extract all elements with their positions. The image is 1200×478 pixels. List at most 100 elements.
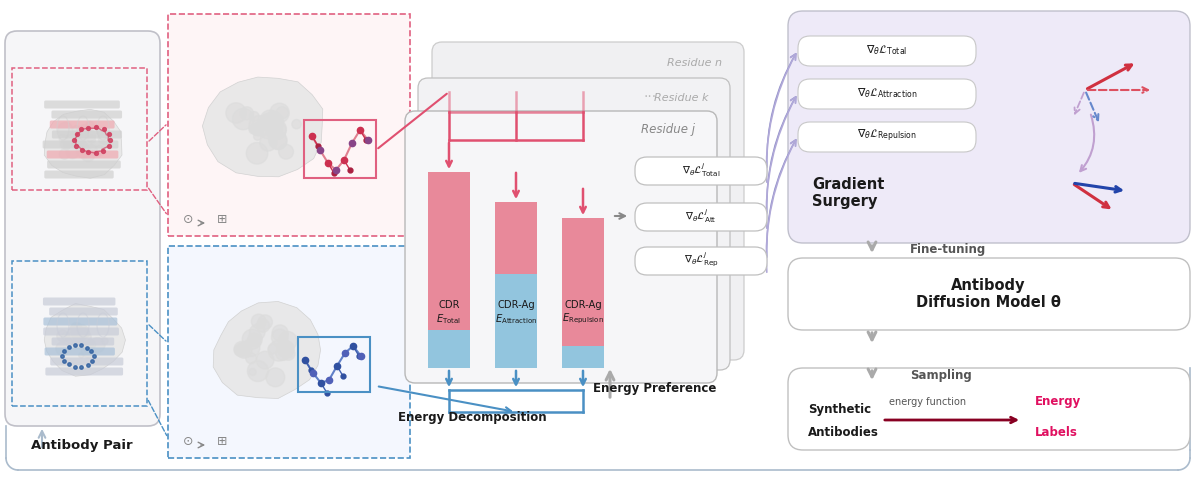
Circle shape <box>76 333 85 343</box>
Circle shape <box>247 360 269 381</box>
Bar <box>496 274 538 368</box>
Circle shape <box>85 121 94 130</box>
Circle shape <box>269 129 278 139</box>
Circle shape <box>79 141 89 151</box>
FancyBboxPatch shape <box>46 368 124 376</box>
Circle shape <box>66 134 77 145</box>
FancyBboxPatch shape <box>798 36 976 66</box>
Circle shape <box>71 139 77 144</box>
Bar <box>496 202 538 274</box>
Circle shape <box>240 107 253 120</box>
Circle shape <box>269 130 287 149</box>
Circle shape <box>257 119 268 130</box>
Text: Residue j: Residue j <box>641 123 695 137</box>
Circle shape <box>80 328 90 337</box>
Text: energy function: energy function <box>889 397 966 407</box>
Circle shape <box>246 142 268 164</box>
Text: $\nabla_{\theta}\mathcal{L}_{\mathrm{Total}}$: $\nabla_{\theta}\mathcal{L}_{\mathrm{Tot… <box>866 43 907 57</box>
Circle shape <box>94 146 104 156</box>
FancyBboxPatch shape <box>52 110 122 119</box>
Circle shape <box>67 326 82 341</box>
Text: ⊞: ⊞ <box>217 213 227 226</box>
Bar <box>428 330 470 368</box>
Circle shape <box>61 333 70 340</box>
Text: Gradient
Surgery: Gradient Surgery <box>812 177 884 209</box>
Circle shape <box>96 129 102 134</box>
FancyBboxPatch shape <box>43 327 119 336</box>
Circle shape <box>248 116 269 136</box>
Circle shape <box>78 136 86 144</box>
Circle shape <box>272 325 288 341</box>
Circle shape <box>84 343 94 353</box>
FancyBboxPatch shape <box>406 111 718 383</box>
Circle shape <box>85 339 96 350</box>
Text: Energy Decomposition: Energy Decomposition <box>397 412 546 424</box>
FancyBboxPatch shape <box>44 348 115 356</box>
Circle shape <box>258 315 272 329</box>
Circle shape <box>56 342 68 355</box>
Circle shape <box>60 139 71 150</box>
FancyBboxPatch shape <box>52 130 122 139</box>
FancyBboxPatch shape <box>798 79 976 109</box>
Bar <box>428 172 470 330</box>
Text: Energy: Energy <box>1034 395 1081 409</box>
FancyBboxPatch shape <box>43 317 118 326</box>
Circle shape <box>88 135 96 143</box>
FancyBboxPatch shape <box>788 258 1190 330</box>
Circle shape <box>266 368 284 387</box>
Circle shape <box>276 346 290 360</box>
FancyBboxPatch shape <box>798 122 976 152</box>
Circle shape <box>58 122 73 137</box>
FancyBboxPatch shape <box>788 368 1190 450</box>
FancyBboxPatch shape <box>788 11 1190 243</box>
Circle shape <box>76 323 82 329</box>
Circle shape <box>76 133 84 142</box>
Polygon shape <box>44 109 122 178</box>
Circle shape <box>270 103 289 123</box>
Circle shape <box>59 134 66 142</box>
Circle shape <box>90 337 106 352</box>
Text: Sampling: Sampling <box>910 369 972 382</box>
Circle shape <box>64 141 71 148</box>
Circle shape <box>246 353 257 364</box>
Text: ⊞: ⊞ <box>217 435 227 448</box>
Circle shape <box>263 112 283 132</box>
Circle shape <box>277 341 292 355</box>
FancyBboxPatch shape <box>5 31 160 426</box>
Circle shape <box>257 319 270 332</box>
Text: Labels: Labels <box>1034 425 1078 438</box>
Circle shape <box>76 325 89 337</box>
Circle shape <box>236 342 252 358</box>
Text: Residue n: Residue n <box>667 58 722 68</box>
FancyBboxPatch shape <box>418 78 730 370</box>
Circle shape <box>77 144 90 158</box>
Circle shape <box>282 347 295 360</box>
Circle shape <box>66 145 79 159</box>
Text: $\nabla_{\theta}\mathcal{L}^j_{\mathrm{Rep}}$: $\nabla_{\theta}\mathcal{L}^j_{\mathrm{R… <box>684 251 719 269</box>
Text: $\nabla_{\theta}\mathcal{L}_{\mathrm{Repulsion}}$: $\nabla_{\theta}\mathcal{L}_{\mathrm{Rep… <box>857 128 917 144</box>
Circle shape <box>269 121 286 139</box>
Circle shape <box>242 329 263 349</box>
Text: ⊙: ⊙ <box>182 213 193 226</box>
Circle shape <box>72 337 84 348</box>
Text: Energy Preference: Energy Preference <box>593 382 716 395</box>
FancyBboxPatch shape <box>49 307 118 315</box>
Circle shape <box>72 328 84 340</box>
Circle shape <box>292 120 301 129</box>
Circle shape <box>260 134 276 151</box>
Circle shape <box>256 351 274 369</box>
FancyBboxPatch shape <box>50 358 124 366</box>
Polygon shape <box>44 304 126 376</box>
Text: Synthetic: Synthetic <box>808 403 871 416</box>
Circle shape <box>278 341 294 357</box>
FancyBboxPatch shape <box>635 203 767 231</box>
FancyBboxPatch shape <box>635 247 767 275</box>
Circle shape <box>74 337 79 342</box>
Circle shape <box>250 369 256 375</box>
Circle shape <box>71 323 82 334</box>
Bar <box>12 68 148 190</box>
Text: $\nabla_{\theta}\mathcal{L}^j_{\mathrm{Total}}$: $\nabla_{\theta}\mathcal{L}^j_{\mathrm{T… <box>682 161 720 179</box>
FancyBboxPatch shape <box>52 337 114 346</box>
Circle shape <box>260 113 276 129</box>
Circle shape <box>268 344 277 354</box>
